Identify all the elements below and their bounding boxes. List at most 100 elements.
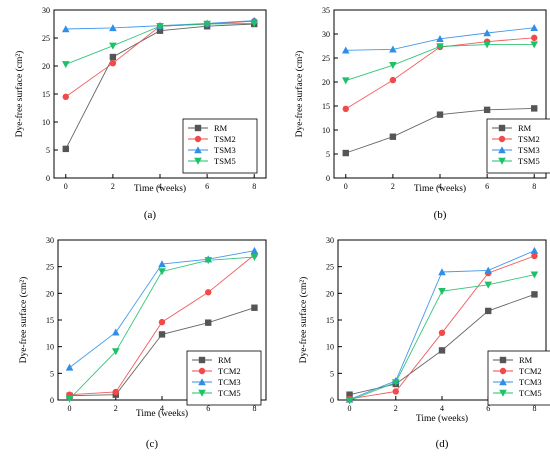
legend-marker <box>499 389 507 397</box>
legend-label: TCM2 <box>218 366 241 376</box>
y-axis-label: Dye-free surface (cm²) <box>298 277 309 364</box>
legend-label: RM <box>518 123 532 133</box>
legend-label: TSM5 <box>518 156 540 166</box>
legend-label: TSM3 <box>518 145 540 155</box>
data-point-rm <box>438 347 446 354</box>
x-tick-label: 8 <box>252 182 256 191</box>
data-point-tcm5 <box>345 397 354 405</box>
x-axis-label: Time (weeks) <box>414 183 466 194</box>
data-point-tsm5 <box>530 41 539 49</box>
data-point-rm <box>158 331 166 338</box>
x-tick-label: 6 <box>485 182 489 191</box>
x-tick-label: 8 <box>252 404 256 413</box>
x-tick-label: 0 <box>348 404 352 413</box>
x-tick-label: 4 <box>160 404 164 413</box>
data-point-rm <box>251 304 258 311</box>
x-tick-label: 2 <box>394 404 398 413</box>
y-tick-label: 15 <box>46 316 54 325</box>
legend-marker <box>499 356 507 364</box>
data-point-tsm3 <box>530 23 539 31</box>
data-point-tsm5 <box>156 23 164 31</box>
data-point-tsm5 <box>389 62 397 69</box>
y-tick-label: 30 <box>46 236 54 245</box>
legend-label: TSM2 <box>518 134 540 144</box>
data-point-tsm5 <box>203 20 211 28</box>
legend-label: TCM5 <box>519 388 542 398</box>
data-point-tcm3 <box>438 268 446 276</box>
y-tick-label: 20 <box>46 289 54 298</box>
data-point-tsm5 <box>483 41 491 49</box>
panel-label: (d) <box>436 438 449 450</box>
data-point-tcm3 <box>250 246 259 254</box>
legend-marker <box>194 124 202 132</box>
data-point-tcm2 <box>438 329 446 336</box>
legend-marker <box>498 135 506 143</box>
data-point-tcm5 <box>438 288 446 295</box>
data-point-tsm2 <box>109 60 117 67</box>
x-axis-label: Time (weeks) <box>134 183 186 194</box>
data-point-tsm2 <box>389 76 397 84</box>
y-tick-label: 25 <box>326 263 334 272</box>
data-point-rm <box>485 307 492 315</box>
data-point-tsm5 <box>109 42 117 50</box>
x-tick-label: 2 <box>111 182 115 191</box>
data-point-tcm5 <box>111 348 120 356</box>
x-tick-label: 0 <box>344 182 348 191</box>
x-tick-label: 2 <box>391 182 395 191</box>
y-tick-label: 20 <box>322 78 330 87</box>
x-tick-label: 0 <box>68 404 72 413</box>
y-tick-label: 10 <box>326 343 334 352</box>
legend-marker <box>498 157 506 165</box>
data-point-rm <box>389 133 397 140</box>
legend-label: TSM2 <box>214 134 236 144</box>
data-point-tcm5 <box>391 379 400 387</box>
x-tick-label: 6 <box>206 404 210 413</box>
y-axis-label: Dye-free surface (cm²) <box>14 51 25 138</box>
data-point-tcm2 <box>205 289 212 296</box>
data-point-tsm3 <box>389 45 397 53</box>
data-point-rm <box>156 27 164 34</box>
x-tick-label: 4 <box>440 404 444 413</box>
legend-label: TSM3 <box>214 145 236 155</box>
y-tick-label: 25 <box>42 34 50 43</box>
data-point-rm <box>205 319 212 326</box>
y-tick-label: 0 <box>50 396 54 405</box>
y-tick-label: 30 <box>42 6 50 15</box>
data-point-tsm2 <box>62 93 69 101</box>
data-point-tcm5 <box>204 257 213 265</box>
legend-marker <box>194 157 202 165</box>
data-point-tcm5 <box>158 268 166 276</box>
legend-label: TCM5 <box>218 388 241 398</box>
data-point-tcm5 <box>530 271 539 279</box>
chart-panel-a: 0 2 4 6 8 0 5 10 15 20 25 30 Time (weeks) Dye-free su… <box>14 6 267 221</box>
x-tick-label: 8 <box>532 182 536 191</box>
data-point-tsm2 <box>531 34 538 42</box>
legend-marker <box>198 356 206 364</box>
legend-marker <box>498 146 506 154</box>
data-point-tcm2 <box>392 388 399 395</box>
data-point-tcm3 <box>484 266 493 274</box>
data-point-rm <box>531 291 538 298</box>
data-point-rm <box>109 53 117 61</box>
chart-panel-c: 0 2 4 6 8 0 5 10 15 20 25 30 Time (weeks) Dye-free su… <box>18 236 267 450</box>
data-point-tsm3 <box>109 24 117 32</box>
y-tick-label: 5 <box>330 369 334 378</box>
data-point-tsm3 <box>483 29 491 37</box>
data-point-tcm5 <box>65 395 74 403</box>
x-tick-label: 4 <box>158 182 162 191</box>
y-tick-label: 25 <box>322 54 330 63</box>
y-axis-label: Dye-free surface (cm²) <box>294 51 305 138</box>
y-tick-label: 10 <box>46 343 54 352</box>
data-point-rm <box>346 391 353 398</box>
legend-label: TCM2 <box>519 366 542 376</box>
legend-marker <box>198 378 206 386</box>
x-axis-label: Time (weeks) <box>136 408 188 419</box>
data-point-tsm5 <box>341 77 350 85</box>
x-tick-label: 2 <box>114 404 118 413</box>
y-axis-label: Dye-free surface (cm²) <box>18 277 29 364</box>
legend-label: TSM5 <box>214 156 236 166</box>
